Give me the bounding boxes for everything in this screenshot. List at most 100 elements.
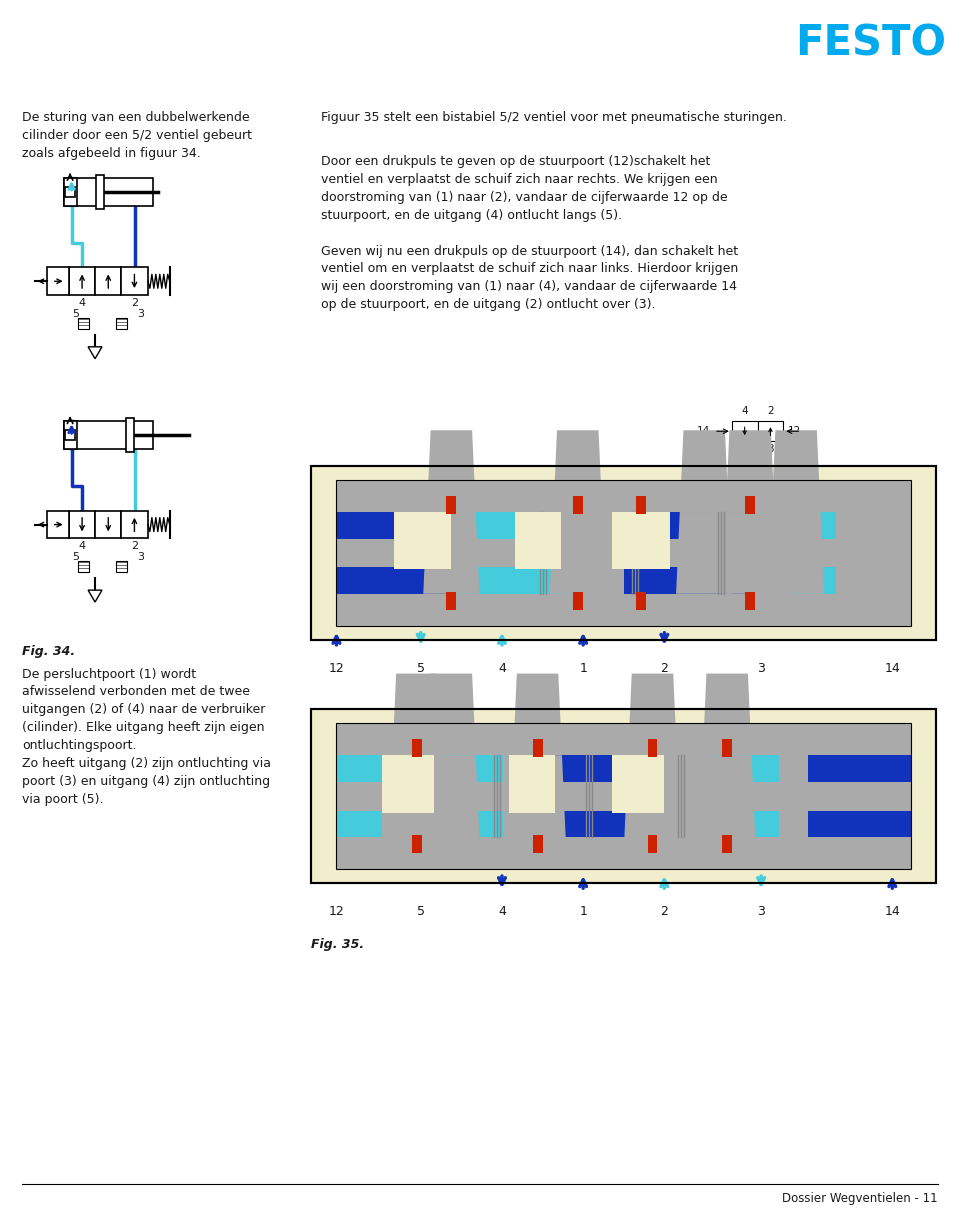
Text: 5: 5 bbox=[72, 553, 79, 562]
Bar bbox=[63, 178, 77, 206]
Bar bbox=[732, 421, 757, 442]
Text: Door een drukpuls te geven op de stuurpoort (12)schakelt het: Door een drukpuls te geven op de stuurpo… bbox=[322, 155, 710, 168]
Text: 4: 4 bbox=[741, 406, 748, 416]
Bar bbox=[451, 592, 456, 610]
Bar bbox=[336, 837, 911, 869]
Text: 1: 1 bbox=[755, 455, 761, 465]
Polygon shape bbox=[628, 673, 677, 755]
Bar bbox=[807, 723, 911, 869]
Bar bbox=[710, 723, 779, 869]
Bar bbox=[311, 466, 936, 639]
Bar bbox=[47, 511, 68, 538]
Polygon shape bbox=[427, 431, 476, 512]
Bar bbox=[836, 512, 871, 594]
Text: via poort (5).: via poort (5). bbox=[22, 793, 104, 805]
Bar bbox=[750, 497, 756, 514]
Text: poort (3) en uitgang (4) zijn ontluchting: poort (3) en uitgang (4) zijn ontluchtin… bbox=[22, 775, 270, 788]
Bar bbox=[451, 497, 456, 514]
Bar bbox=[612, 755, 664, 813]
Bar bbox=[538, 836, 542, 853]
Bar bbox=[573, 497, 583, 514]
Bar bbox=[417, 723, 503, 869]
Polygon shape bbox=[703, 673, 752, 755]
Bar bbox=[311, 709, 936, 883]
Text: 3: 3 bbox=[137, 553, 144, 562]
Text: 14: 14 bbox=[884, 661, 900, 675]
Polygon shape bbox=[676, 512, 732, 594]
Bar bbox=[64, 187, 75, 196]
Bar bbox=[727, 836, 732, 853]
Bar bbox=[578, 497, 583, 514]
Bar bbox=[336, 782, 911, 810]
Bar bbox=[653, 836, 658, 853]
Bar bbox=[722, 739, 732, 758]
Text: zoals afgebeeld in figuur 34.: zoals afgebeeld in figuur 34. bbox=[22, 148, 201, 160]
Bar bbox=[612, 512, 670, 570]
Bar bbox=[417, 739, 421, 758]
Text: Figuur 35 stelt een bistabiel 5/2 ventiel voor met pneumatische sturingen.: Figuur 35 stelt een bistabiel 5/2 ventie… bbox=[322, 111, 787, 124]
Bar bbox=[636, 592, 646, 610]
Bar bbox=[336, 594, 911, 626]
Bar bbox=[722, 836, 732, 853]
Polygon shape bbox=[624, 755, 681, 837]
Bar bbox=[116, 318, 127, 329]
Bar bbox=[578, 592, 583, 610]
Bar bbox=[336, 479, 451, 626]
Text: 4: 4 bbox=[79, 298, 85, 309]
Text: uitgangen (2) of (4) naar de verbruiker: uitgangen (2) of (4) naar de verbruiker bbox=[22, 704, 265, 716]
Bar bbox=[757, 421, 783, 442]
Bar bbox=[63, 421, 153, 449]
Text: 3: 3 bbox=[757, 905, 765, 917]
Bar bbox=[336, 723, 382, 869]
Bar bbox=[311, 709, 936, 883]
Bar bbox=[446, 497, 456, 514]
Text: 4: 4 bbox=[79, 542, 85, 551]
Bar bbox=[122, 511, 148, 538]
Bar bbox=[336, 837, 911, 869]
Text: Geven wij nu een drukpuls op de stuurpoort (14), dan schakelt het: Geven wij nu een drukpuls op de stuurpoo… bbox=[322, 244, 738, 257]
Polygon shape bbox=[423, 755, 479, 837]
Polygon shape bbox=[427, 673, 476, 755]
Text: 2: 2 bbox=[660, 661, 668, 675]
Polygon shape bbox=[88, 590, 102, 601]
Bar bbox=[647, 739, 658, 758]
Bar bbox=[126, 418, 134, 453]
Polygon shape bbox=[514, 673, 562, 755]
Bar bbox=[573, 592, 583, 610]
Bar bbox=[95, 511, 122, 538]
Text: FESTO: FESTO bbox=[795, 22, 946, 63]
Text: 1: 1 bbox=[579, 905, 588, 917]
Text: De sturing van een dubbelwerkende: De sturing van een dubbelwerkende bbox=[22, 111, 250, 124]
Text: wij een doorstroming van (1) naar (4), vandaar de cijferwaarde 14: wij een doorstroming van (1) naar (4), v… bbox=[322, 281, 737, 293]
Bar bbox=[647, 836, 658, 853]
Bar bbox=[122, 267, 148, 295]
Text: Dossier Wegventielen - 11: Dossier Wegventielen - 11 bbox=[782, 1192, 938, 1205]
Polygon shape bbox=[389, 755, 445, 837]
Bar bbox=[578, 512, 624, 594]
Bar bbox=[96, 174, 104, 209]
Bar bbox=[641, 592, 646, 610]
Bar bbox=[550, 553, 578, 594]
Polygon shape bbox=[680, 431, 729, 512]
Bar bbox=[538, 739, 542, 758]
Text: op de stuurpoort, en de uitgang (2) ontlucht over (3).: op de stuurpoort, en de uitgang (2) ontl… bbox=[322, 298, 656, 311]
Bar bbox=[68, 267, 95, 295]
Bar bbox=[503, 755, 549, 837]
Bar bbox=[664, 755, 710, 837]
Text: 12: 12 bbox=[328, 661, 345, 675]
Bar bbox=[78, 561, 89, 572]
Bar bbox=[533, 739, 542, 758]
Text: 5: 5 bbox=[72, 309, 79, 320]
Bar bbox=[336, 479, 911, 512]
Text: ventiel om en verplaatst de schuif zich naar links. Hierdoor krijgen: ventiel om en verplaatst de schuif zich … bbox=[322, 262, 738, 276]
Bar bbox=[63, 421, 77, 449]
Polygon shape bbox=[699, 755, 756, 837]
Bar bbox=[871, 512, 911, 594]
Text: stuurpoort, en de uitgang (4) ontlucht langs (5).: stuurpoort, en de uitgang (4) ontlucht l… bbox=[322, 209, 622, 222]
Bar bbox=[64, 431, 75, 440]
Bar bbox=[78, 318, 89, 329]
Bar bbox=[509, 755, 555, 813]
Bar bbox=[336, 723, 911, 869]
Bar bbox=[451, 479, 578, 626]
Text: 5: 5 bbox=[417, 905, 424, 917]
